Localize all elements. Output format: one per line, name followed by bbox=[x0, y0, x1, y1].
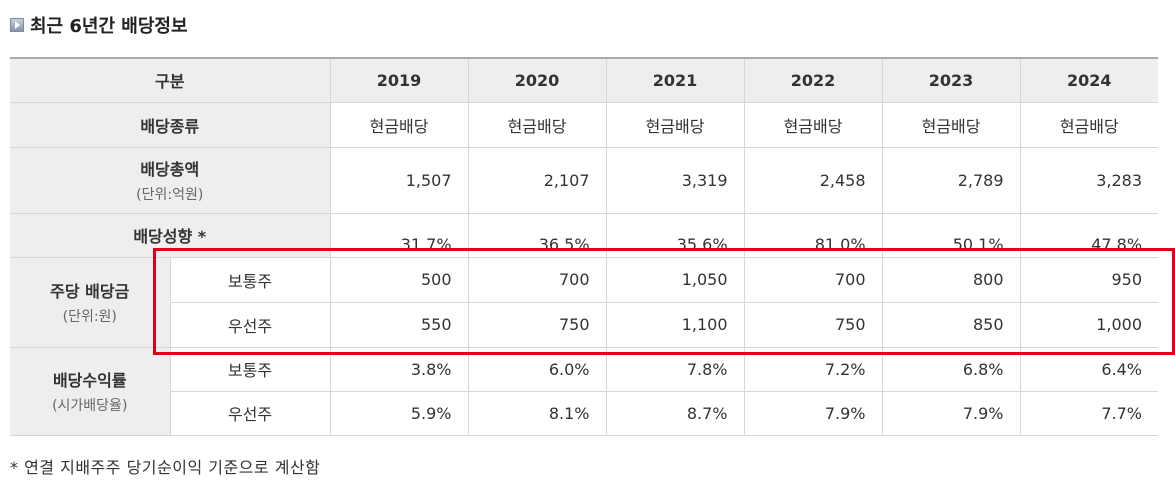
year-2021: 2021 bbox=[606, 58, 745, 103]
yield-label: 배당수익률 (시가배당율) bbox=[10, 347, 171, 436]
dps-common-cell: 1,050 bbox=[606, 257, 745, 303]
yield-common-cell: 6.8% bbox=[882, 347, 1021, 392]
dps-preferred-label: 우선주 bbox=[170, 302, 331, 348]
dps-label: 주당 배당금 (단위:원) bbox=[10, 257, 171, 348]
payout-ratio-label-text: 배당성향 bbox=[133, 227, 193, 246]
payout-ratio-row: 배당성향 * 31.7% 36.5% 35.6% 81.0% 50.1% 47.… bbox=[10, 213, 1159, 258]
total-dividend-row: 배당총액 (단위:억원) 1,507 2,107 3,319 2,458 2,7… bbox=[10, 147, 1159, 214]
payout-ratio-cell: 31.7% bbox=[330, 213, 469, 258]
dps-common-row: 주당 배당금 (단위:원) 보통주 500 700 1,050 700 800 … bbox=[10, 257, 1159, 348]
total-dividend-label: 배당총액 (단위:억원) bbox=[10, 147, 331, 214]
dps-common-cell: 950 bbox=[1020, 257, 1159, 303]
section-title: 최근 6년간 배당정보 bbox=[10, 12, 188, 38]
header-label: 구분 bbox=[10, 58, 331, 103]
year-2019: 2019 bbox=[330, 58, 469, 103]
yield-common-cell: 3.8% bbox=[330, 347, 469, 392]
year-2022: 2022 bbox=[744, 58, 883, 103]
dps-preferred-cell: 750 bbox=[468, 302, 607, 348]
yield-unit: (시가배당율) bbox=[52, 398, 128, 414]
yield-preferred-cell: 5.9% bbox=[330, 391, 469, 436]
year-2024: 2024 bbox=[1020, 58, 1159, 103]
dps-common-cell: 700 bbox=[468, 257, 607, 303]
dividend-type-cell: 현금배당 bbox=[1020, 102, 1159, 148]
yield-preferred-cell: 7.9% bbox=[744, 391, 883, 436]
dividend-type-cell: 현금배당 bbox=[744, 102, 883, 148]
dividend-type-label: 배당종류 bbox=[10, 102, 331, 148]
dps-common-cell: 800 bbox=[882, 257, 1021, 303]
dividend-type-cell: 현금배당 bbox=[882, 102, 1021, 148]
payout-ratio-marker: * bbox=[197, 227, 207, 246]
year-2023: 2023 bbox=[882, 58, 1021, 103]
dividend-type-row: 배당종류 현금배당 현금배당 현금배당 현금배당 현금배당 현금배당 bbox=[10, 102, 1159, 148]
dps-preferred-cell: 850 bbox=[882, 302, 1021, 348]
play-square-icon bbox=[10, 18, 24, 32]
yield-preferred-cell: 7.7% bbox=[1020, 391, 1159, 436]
total-dividend-cell: 3,283 bbox=[1020, 147, 1159, 214]
yield-common-label: 보통주 bbox=[170, 347, 331, 392]
payout-ratio-cell: 81.0% bbox=[744, 213, 883, 258]
total-dividend-cell: 2,458 bbox=[744, 147, 883, 214]
year-2020: 2020 bbox=[468, 58, 607, 103]
yield-preferred-label: 우선주 bbox=[170, 391, 331, 436]
total-dividend-cell: 1,507 bbox=[330, 147, 469, 214]
yield-preferred-cell: 8.1% bbox=[468, 391, 607, 436]
total-dividend-label-text: 배당총액 bbox=[140, 160, 200, 179]
dividend-table: 구분 2019 2020 2021 2022 2023 2024 배당종류 현금… bbox=[10, 57, 1159, 436]
total-dividend-cell: 3,319 bbox=[606, 147, 745, 214]
dps-preferred-row: 우선주 550 750 1,100 750 850 1,000 bbox=[10, 302, 1159, 348]
dividend-type-cell: 현금배당 bbox=[330, 102, 469, 148]
payout-ratio-cell: 47.8% bbox=[1020, 213, 1159, 258]
dps-preferred-cell: 550 bbox=[330, 302, 469, 348]
dps-preferred-cell: 1,000 bbox=[1020, 302, 1159, 348]
total-dividend-cell: 2,789 bbox=[882, 147, 1021, 214]
footnote: * 연결 지배주주 당기순이익 기준으로 계산함 bbox=[10, 458, 321, 477]
dps-unit: (단위:원) bbox=[62, 309, 117, 325]
payout-ratio-cell: 50.1% bbox=[882, 213, 1021, 258]
total-dividend-unit: (단위:억원) bbox=[136, 187, 204, 203]
dps-preferred-cell: 1,100 bbox=[606, 302, 745, 348]
dps-label-text: 주당 배당금 bbox=[50, 282, 130, 301]
yield-preferred-cell: 8.7% bbox=[606, 391, 745, 436]
dps-common-label: 보통주 bbox=[170, 257, 331, 303]
dividend-type-cell: 현금배당 bbox=[468, 102, 607, 148]
dps-common-cell: 700 bbox=[744, 257, 883, 303]
payout-ratio-label: 배당성향 * bbox=[10, 213, 331, 258]
payout-ratio-cell: 36.5% bbox=[468, 213, 607, 258]
yield-preferred-cell: 7.9% bbox=[882, 391, 1021, 436]
header-row: 구분 2019 2020 2021 2022 2023 2024 bbox=[10, 58, 1159, 103]
yield-common-cell: 7.8% bbox=[606, 347, 745, 392]
dps-preferred-cell: 750 bbox=[744, 302, 883, 348]
yield-common-row: 배당수익률 (시가배당율) 보통주 3.8% 6.0% 7.8% 7.2% 6.… bbox=[10, 347, 1159, 436]
yield-common-cell: 6.0% bbox=[468, 347, 607, 392]
total-dividend-cell: 2,107 bbox=[468, 147, 607, 214]
yield-common-cell: 6.4% bbox=[1020, 347, 1159, 392]
yield-common-cell: 7.2% bbox=[744, 347, 883, 392]
yield-preferred-row: 우선주 5.9% 8.1% 8.7% 7.9% 7.9% 7.7% bbox=[10, 391, 1159, 436]
yield-label-text: 배당수익률 bbox=[52, 371, 127, 390]
dividend-type-cell: 현금배당 bbox=[606, 102, 745, 148]
dps-common-cell: 500 bbox=[330, 257, 469, 303]
payout-ratio-cell: 35.6% bbox=[606, 213, 745, 258]
section-title-text: 최근 6년간 배당정보 bbox=[30, 16, 188, 37]
